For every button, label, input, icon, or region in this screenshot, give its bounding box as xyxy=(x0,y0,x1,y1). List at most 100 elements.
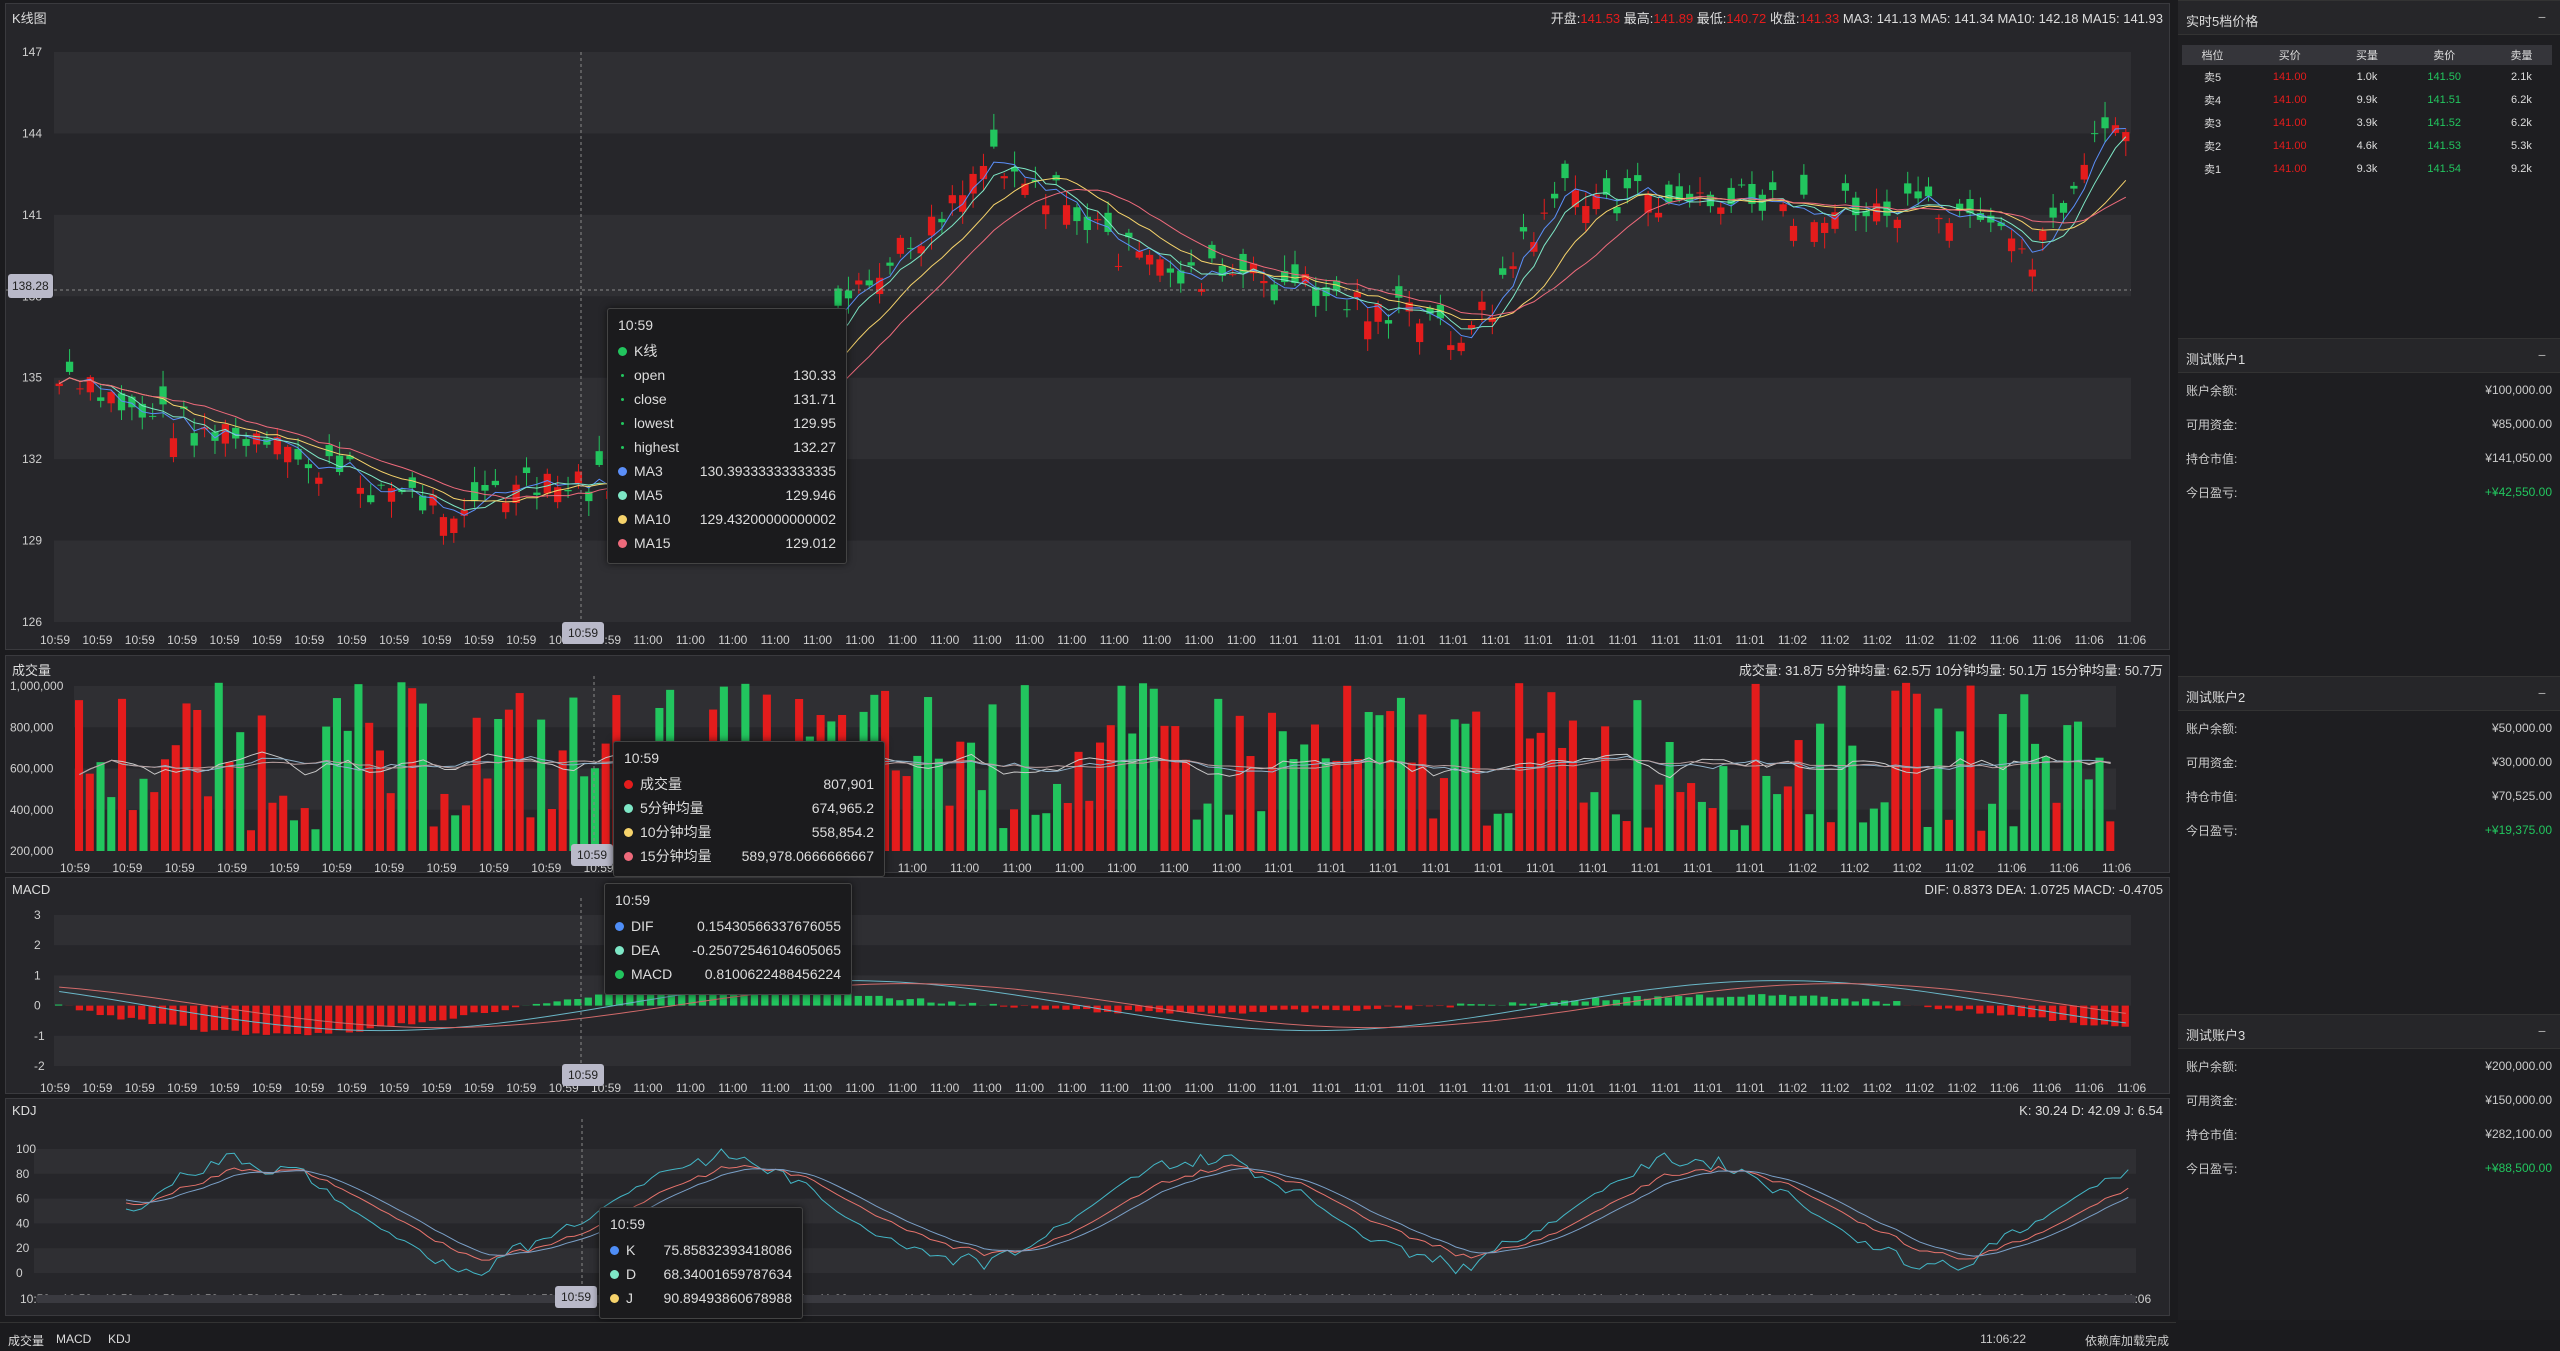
macd-bar xyxy=(792,989,800,1006)
macd-bar xyxy=(1768,995,1776,1006)
candle-body xyxy=(1187,262,1195,266)
macd-bar xyxy=(1353,1005,1361,1011)
candle-body xyxy=(1073,207,1081,222)
macd-bar xyxy=(865,995,873,1006)
tooltip-ma5-label: MA5 xyxy=(634,487,663,503)
volume-bar xyxy=(1203,803,1212,851)
minimize-icon[interactable]: − xyxy=(2537,347,2546,363)
minimize-icon[interactable]: − xyxy=(2537,9,2546,25)
time-axis-label: 11:02 xyxy=(1778,633,1807,647)
volume-bar xyxy=(1977,830,1986,851)
time-axis-label: 10:59 xyxy=(337,1081,367,1095)
time-axis-label: 11:01 xyxy=(1369,861,1398,874)
macd-bar xyxy=(1810,995,1818,1006)
kline-plot[interactable]: 14714414113813513212912610:5910:5910:591… xyxy=(6,4,2171,651)
macd-bar xyxy=(1664,997,1672,1006)
candle-body xyxy=(979,165,988,180)
macd-bar xyxy=(1861,998,1870,1006)
account-title: 测试账户3 xyxy=(2186,1028,2246,1043)
kdj-plot[interactable]: 10080604020010:5910:5910:5910:5910:5910:… xyxy=(6,1099,2171,1317)
volume-bar xyxy=(1407,762,1416,851)
candle-body xyxy=(65,361,74,372)
macd-bar xyxy=(408,1005,416,1025)
grid-band xyxy=(34,1149,2136,1174)
volume-axis-label: 600,000 xyxy=(10,762,54,776)
candle-body xyxy=(242,439,250,446)
candle-body xyxy=(97,397,105,401)
candle-body xyxy=(1374,303,1382,322)
macd-bar xyxy=(636,993,644,1006)
volume-bar xyxy=(171,745,180,851)
macd-bar xyxy=(781,991,790,1006)
volume-plot[interactable]: 1,000,000 800,000 600,000 400,000 200,000 10:… xyxy=(6,656,2171,874)
macd-bar xyxy=(1145,1005,1153,1012)
time-axis-label: 11:06 xyxy=(2050,861,2079,874)
macd-bar xyxy=(376,1005,385,1027)
candle-body xyxy=(865,280,873,286)
available-label: 可用资金: xyxy=(2186,1093,2238,1108)
tooltip-high-label: highest xyxy=(634,439,680,455)
macd-bar xyxy=(1062,1005,1070,1010)
tab-volume[interactable]: 成交量 xyxy=(8,1334,45,1348)
macd-bar xyxy=(1924,1005,1932,1008)
volume-bar xyxy=(1579,802,1588,851)
volume-bar xyxy=(203,796,213,851)
candle-body xyxy=(1447,345,1455,350)
candle-body xyxy=(1395,286,1403,298)
volume-bar xyxy=(1450,719,1459,851)
time-axis-label: 11:01 xyxy=(1608,633,1637,647)
candle-body xyxy=(1415,323,1424,343)
volume-bar xyxy=(386,793,395,851)
volume-bar xyxy=(881,690,890,851)
kline-panel[interactable]: K线图 开盘:141.53 最高:141.89 最低:140.72 收盘:141… xyxy=(5,3,2170,650)
macd-bar xyxy=(96,1005,104,1016)
account-header: 测试账户2 − xyxy=(2178,677,2560,711)
time-axis-label: 11:02 xyxy=(1863,633,1892,647)
macd-bar xyxy=(1955,1005,1963,1011)
volume-bar xyxy=(182,703,191,851)
macd-bar xyxy=(1778,994,1787,1006)
time-axis-label: 10:59 xyxy=(82,633,112,647)
volume-bar xyxy=(117,698,127,851)
tooltip-ma10-label: MA10 xyxy=(634,511,671,527)
tooltip-low-label: lowest xyxy=(634,415,674,431)
volume-bar xyxy=(1773,794,1782,851)
macd-bar xyxy=(615,991,624,1006)
macd-bar xyxy=(1830,998,1839,1006)
minimize-icon[interactable]: − xyxy=(2537,685,2546,701)
volume-bar xyxy=(1826,822,1835,851)
time-axis-label: 11:01 xyxy=(1312,633,1341,647)
pnl-label: 今日盈亏: xyxy=(2186,823,2238,838)
macd-bar xyxy=(948,1001,956,1006)
tab-macd[interactable]: MACD xyxy=(56,1332,92,1346)
macd-bar xyxy=(1238,1005,1247,1014)
status-message: 依赖库加载完成 xyxy=(2084,1334,2169,1348)
time-axis-label: 11:00 xyxy=(1160,861,1189,874)
volume-bar xyxy=(375,750,384,851)
macd-panel[interactable]: MACD DIF: 0.8373 DEA: 1.0725 MACD: -0.47… xyxy=(5,877,2171,1095)
kdj-panel[interactable]: KDJ K: 30.24 D: 42.09 J: 6.54 100 80 60 40 2… xyxy=(5,1098,2171,1319)
candle-body xyxy=(1042,205,1050,215)
time-axis-label: 11:06 xyxy=(2075,633,2104,647)
volume-bar xyxy=(537,719,546,851)
ask-cell: 141.54 xyxy=(2427,162,2462,175)
macd-bar xyxy=(709,989,717,1006)
volume-panel[interactable]: 成交量 成交量: 31.8万 5分钟均量: 62.5万 10分钟均量: 50.1… xyxy=(5,655,2171,877)
orderbook-section: 实时5档价格 − 档位 买价 买量 卖价 卖量 卖5 141.00 1.0k 141.5… xyxy=(2178,0,2560,338)
volume-bar xyxy=(1267,712,1277,851)
volume-bar xyxy=(1278,731,1287,851)
j-line xyxy=(125,1148,2129,1276)
macd-bar xyxy=(138,1005,146,1020)
tab-kdj[interactable]: KDJ xyxy=(108,1332,131,1346)
macd-bar xyxy=(491,1005,499,1013)
volume-bar xyxy=(977,790,986,851)
candle-body xyxy=(2070,185,2078,189)
minimize-icon[interactable]: − xyxy=(2537,1023,2546,1039)
macd-bar xyxy=(1249,1005,1257,1012)
macd-bar xyxy=(1103,1005,1112,1012)
volume-ma15-line xyxy=(79,758,2111,775)
candle-body xyxy=(1571,190,1580,208)
candle-body xyxy=(1208,244,1216,259)
volume-axis-label: 200,000 xyxy=(10,844,54,858)
